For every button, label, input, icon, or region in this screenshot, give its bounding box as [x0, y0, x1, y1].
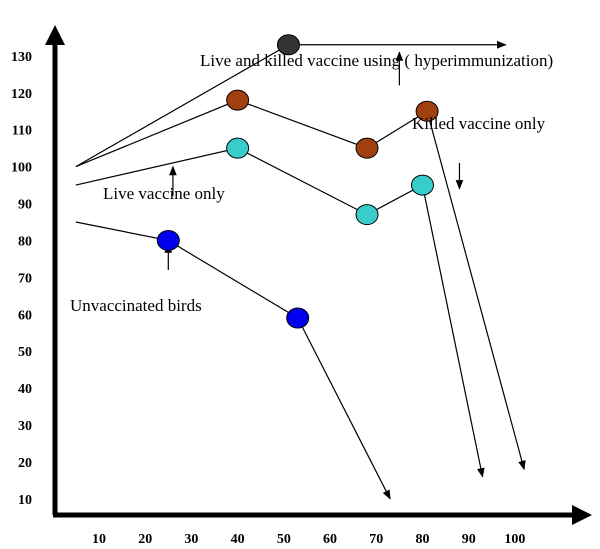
y-tick-label-40: 40: [18, 382, 32, 397]
y-tick-label-20: 20: [18, 456, 32, 471]
y-axis-arrow: [45, 25, 65, 45]
y-tick-label-90: 90: [18, 198, 32, 213]
annotation-hyperimmunization: Live and killed vaccine using ( hyperimm…: [200, 51, 553, 70]
tail-arrow-live: [421, 184, 485, 478]
tail-arrows: [288, 40, 526, 500]
data-point-killed-3: [415, 100, 439, 122]
series-line-killed: [75, 99, 428, 168]
x-tick-label-100: 100: [504, 532, 525, 547]
data-point-live-1: [226, 137, 250, 159]
y-tick-label-50: 50: [18, 345, 32, 360]
annotation-live-vaccine: Live vaccine only: [103, 184, 225, 203]
series-line-live: [75, 147, 423, 216]
y-tick-label-80: 80: [18, 234, 32, 249]
series-line-hyper: [75, 44, 289, 168]
x-tick-label-50: 50: [277, 532, 291, 547]
annotation-unvaccinated: Unvaccinated birds: [70, 296, 202, 315]
x-tick-label-30: 30: [184, 532, 198, 547]
y-tick-label-60: 60: [18, 308, 32, 323]
y-tick-label-70: 70: [18, 271, 32, 286]
x-axis-arrow: [572, 505, 592, 525]
y-tick-label-120: 120: [11, 87, 32, 102]
y-tick-label-30: 30: [18, 419, 32, 434]
x-tick-label-20: 20: [138, 532, 152, 547]
y-tick-label-110: 110: [12, 124, 32, 139]
tail-arrow-unvacc: [297, 317, 391, 500]
y-tick-label-10: 10: [18, 493, 32, 508]
data-point-killed-2: [355, 137, 379, 159]
axes: [45, 25, 592, 525]
data-point-unvacc-2: [286, 307, 310, 329]
data-point-unvacc-1: [156, 229, 180, 251]
x-tick-label-10: 10: [92, 532, 106, 547]
y-tick-labels: 10 20 30 40 50 60 70 80 90 100 110 120 130: [11, 50, 32, 508]
x-tick-label-90: 90: [462, 532, 476, 547]
y-tick-label-130: 130: [11, 50, 32, 65]
data-point-hyper-1: [276, 34, 300, 56]
tail-arrow-killed: [426, 111, 526, 471]
x-tick-label-40: 40: [231, 532, 245, 547]
x-tick-label-80: 80: [415, 532, 429, 547]
annotation-labels: Live and killed vaccine using ( hyperimm…: [70, 51, 553, 315]
annotation-killed-vaccine: Killed vaccine only: [412, 114, 546, 133]
data-point-killed-1: [226, 89, 250, 111]
data-point-live-2: [355, 204, 379, 226]
x-tick-labels: 10 20 30 40 50 60 70 80 90 100: [92, 532, 525, 547]
x-tick-label-60: 60: [323, 532, 337, 547]
series-markers: [156, 34, 439, 329]
annotation-pointers: [164, 51, 464, 270]
y-tick-label-100: 100: [11, 161, 32, 176]
series-lines: [75, 44, 428, 319]
x-tick-label-70: 70: [369, 532, 383, 547]
data-point-live-3: [410, 174, 434, 196]
